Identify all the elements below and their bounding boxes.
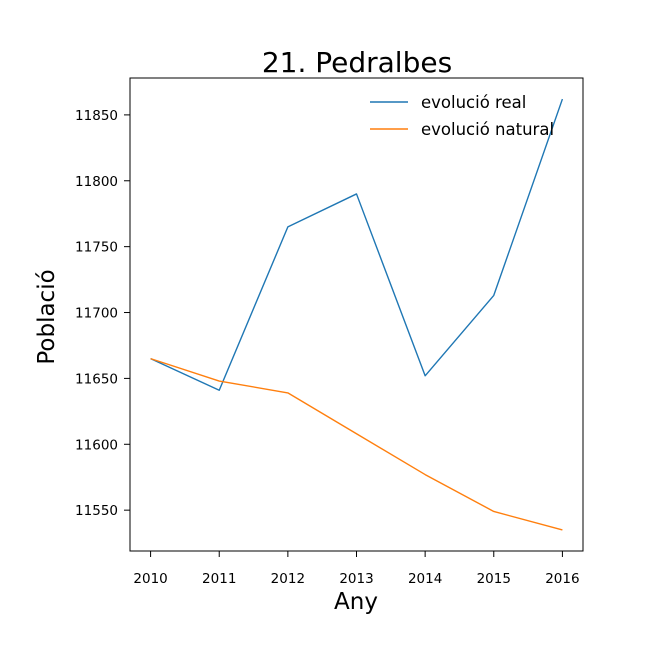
- y-tick-label: 11850: [75, 108, 118, 124]
- series-line-1: [150, 357, 563, 531]
- legend: evolució real evolució natural: [370, 93, 554, 139]
- plot-area: [150, 98, 564, 531]
- y-tick-label: 11600: [75, 437, 118, 453]
- y-tick-label: 11750: [75, 240, 118, 256]
- x-tick-label: 2013: [339, 571, 373, 587]
- x-tick-label: 2012: [271, 571, 305, 587]
- x-tick-label: 2014: [408, 571, 442, 587]
- x-tick-label: 2010: [133, 571, 167, 587]
- legend-label-0: evolució real: [421, 93, 526, 112]
- y-tick-label: 11700: [75, 306, 118, 322]
- x-axis: 2010 2011 2012 2013 2014 2015 2016: [133, 551, 580, 587]
- y-axis: 11550 11600 11650 11700 11750 11800 11850: [75, 108, 130, 519]
- series-line-0: [150, 98, 564, 391]
- x-axis-label: Any: [334, 589, 378, 615]
- y-tick-label: 11550: [75, 503, 118, 519]
- y-tick-label: 11650: [75, 371, 118, 387]
- x-tick-label: 2015: [477, 571, 511, 587]
- x-tick-label: 2016: [545, 571, 579, 587]
- x-tick-label: 2011: [202, 571, 236, 587]
- y-tick-label: 11800: [75, 174, 118, 190]
- legend-label-1: evolució natural: [421, 120, 554, 139]
- y-axis-label: Població: [34, 269, 60, 364]
- chart-title: 21. Pedralbes: [262, 46, 452, 79]
